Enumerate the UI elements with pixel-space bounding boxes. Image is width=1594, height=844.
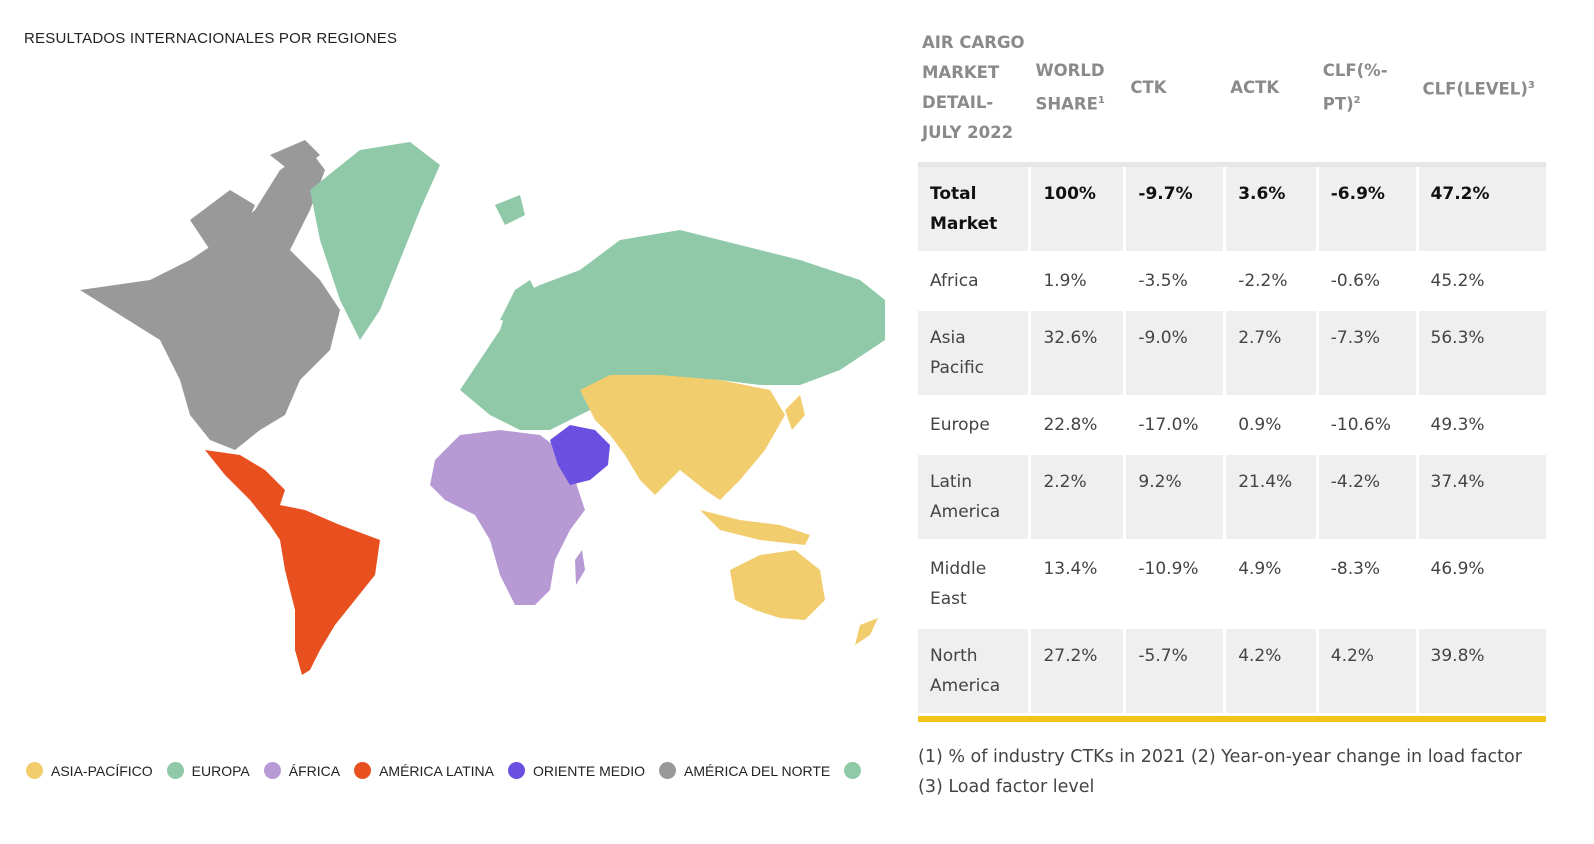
table-header-cell: AIR CARGO MARKET DETAIL-JULY 2022: [918, 28, 1032, 167]
region-africa: [430, 430, 585, 605]
table-cell: -4.2%: [1318, 455, 1419, 542]
legend-item: ORIENTE MEDIO: [507, 762, 645, 779]
table-cell: 56.3%: [1418, 311, 1546, 398]
table-cell: -9.7%: [1126, 167, 1227, 254]
table-row: North America 27.2% -5.7% 4.2% 4.2% 39.8%: [918, 629, 1546, 716]
table-cell: 4.9%: [1226, 542, 1319, 629]
legend-item: AMÉRICA DEL NORTE: [659, 762, 830, 779]
legend-dot: [354, 762, 372, 779]
air-cargo-table-container: AIR CARGO MARKET DETAIL-JULY 2022 WORLD S…: [918, 28, 1546, 722]
table-cell: 2.2%: [1031, 455, 1127, 542]
legend-dot: [659, 762, 676, 779]
table-row: Total Market 100% -9.7% 3.6% -6.9% 47.2%: [918, 167, 1546, 254]
table-cell: -7.3%: [1318, 311, 1419, 398]
table-header-cell: ACTK: [1226, 28, 1319, 167]
legend-label: EUROPA: [191, 762, 250, 779]
table-cell: 4.2%: [1318, 629, 1419, 716]
region-latin-america: [205, 450, 380, 675]
table-cell: 37.4%: [1418, 455, 1546, 542]
table-cell: Total Market: [918, 167, 1032, 254]
region-indonesia: [700, 510, 810, 545]
table-cell: 47.2%: [1418, 167, 1546, 254]
table-cell: 27.2%: [1031, 629, 1127, 716]
table-cell: -2.2%: [1226, 254, 1319, 311]
table-cell: -0.6%: [1318, 254, 1419, 311]
table-cell: 45.2%: [1418, 254, 1546, 311]
region-middle-east: [550, 425, 610, 485]
table-cell: Asia Pacific: [918, 311, 1032, 398]
map-title: RESULTADOS INTERNACIONALES POR REGIONES: [24, 30, 398, 47]
region-new-zealand: [855, 618, 878, 645]
region-scandinavia: [495, 195, 540, 325]
air-cargo-table: AIR CARGO MARKET DETAIL-JULY 2022 WORLD S…: [918, 28, 1546, 716]
region-greenland: [310, 142, 440, 340]
legend-label: ÁFRICA: [288, 762, 341, 779]
legend-item: EUROPA: [166, 762, 250, 779]
region-canada-islands: [190, 140, 320, 250]
table-row: Middle East 13.4% -10.9% 4.9% -8.3% 46.9%: [918, 542, 1546, 629]
legend-label: AMÉRICA DEL NORTE: [684, 762, 831, 779]
table-cell: -10.9%: [1126, 542, 1227, 629]
table-cell: Europe: [918, 398, 1032, 455]
table-cell: Africa: [918, 254, 1032, 311]
table-cell: North America: [918, 629, 1032, 716]
table-cell: 21.4%: [1226, 455, 1319, 542]
table-cell: -3.5%: [1126, 254, 1227, 311]
table-cell: -9.0%: [1126, 311, 1227, 398]
table-bottom-bar: [918, 716, 1546, 722]
table-cell: -8.3%: [1318, 542, 1419, 629]
map-legend: ASIA-PACÍFICO EUROPA ÁFRICA AMÉRICA LATINA O…: [26, 762, 869, 779]
table-cell: 39.8%: [1418, 629, 1546, 716]
table-row: Africa 1.9% -3.5% -2.2% -0.6% 45.2%: [918, 254, 1546, 311]
legend-dot: [166, 762, 184, 779]
table-cell: 22.8%: [1031, 398, 1127, 455]
table-header-cell: WORLD SHARE1: [1031, 28, 1127, 167]
table-body: Total Market 100% -9.7% 3.6% -6.9% 47.2% Afric…: [918, 167, 1546, 716]
table-cell: Middle East: [918, 542, 1032, 629]
legend-label: ORIENTE MEDIO: [532, 762, 645, 779]
table-cell: 3.6%: [1226, 167, 1319, 254]
table-cell: -6.9%: [1318, 167, 1419, 254]
region-japan: [785, 395, 805, 430]
table-footnote: (1) % of industry CTKs in 2021 (2) Year-…: [918, 747, 1522, 797]
region-north-america: [80, 150, 340, 450]
legend-item: AMÉRICA LATINA: [354, 762, 494, 779]
legend-extra-dot: [844, 762, 862, 779]
legend-label: AMÉRICA LATINA: [379, 762, 494, 779]
table-cell: 1.9%: [1031, 254, 1127, 311]
table-cell: 0.9%: [1226, 398, 1319, 455]
table-cell: 4.2%: [1226, 629, 1319, 716]
table-row: Europe 22.8% -17.0% 0.9% -10.6% 49.3%: [918, 398, 1546, 455]
table-row: Latin America 2.2% 9.2% 21.4% -4.2% 37.4%: [918, 455, 1546, 542]
legend-item: ÁFRICA: [263, 762, 341, 779]
table-cell: -5.7%: [1126, 629, 1227, 716]
legend-dot: [263, 762, 281, 779]
table-header-cell: CLF(LEVEL)3: [1418, 28, 1546, 167]
table-header-row: AIR CARGO MARKET DETAIL-JULY 2022 WORLD S…: [918, 28, 1546, 167]
table-cell: -17.0%: [1126, 398, 1227, 455]
table-row: Asia Pacific 32.6% -9.0% 2.7% -7.3% 56.3%: [918, 311, 1546, 398]
region-asia-pacific: [580, 375, 785, 500]
table-cell: 9.2%: [1126, 455, 1227, 542]
table-header-cell: CTK: [1126, 28, 1227, 167]
table-cell: 32.6%: [1031, 311, 1127, 398]
region-madagascar: [575, 550, 585, 585]
region-australia: [730, 550, 825, 620]
table-cell: -10.6%: [1318, 398, 1419, 455]
legend-dot: [26, 762, 43, 779]
table-cell: 100%: [1031, 167, 1127, 254]
table-cell: Latin America: [918, 455, 1032, 542]
table-cell: 49.3%: [1418, 398, 1546, 455]
legend-dot: [507, 762, 525, 779]
table-cell: 13.4%: [1031, 542, 1127, 629]
table-cell: 2.7%: [1226, 311, 1319, 398]
region-europe: [460, 230, 885, 430]
world-map: [80, 140, 885, 675]
legend-item: ASIA-PACÍFICO: [26, 762, 153, 779]
table-cell: 46.9%: [1418, 542, 1546, 629]
table-header-cell: CLF(%-PT)2: [1318, 28, 1419, 167]
legend-label: ASIA-PACÍFICO: [51, 762, 153, 779]
